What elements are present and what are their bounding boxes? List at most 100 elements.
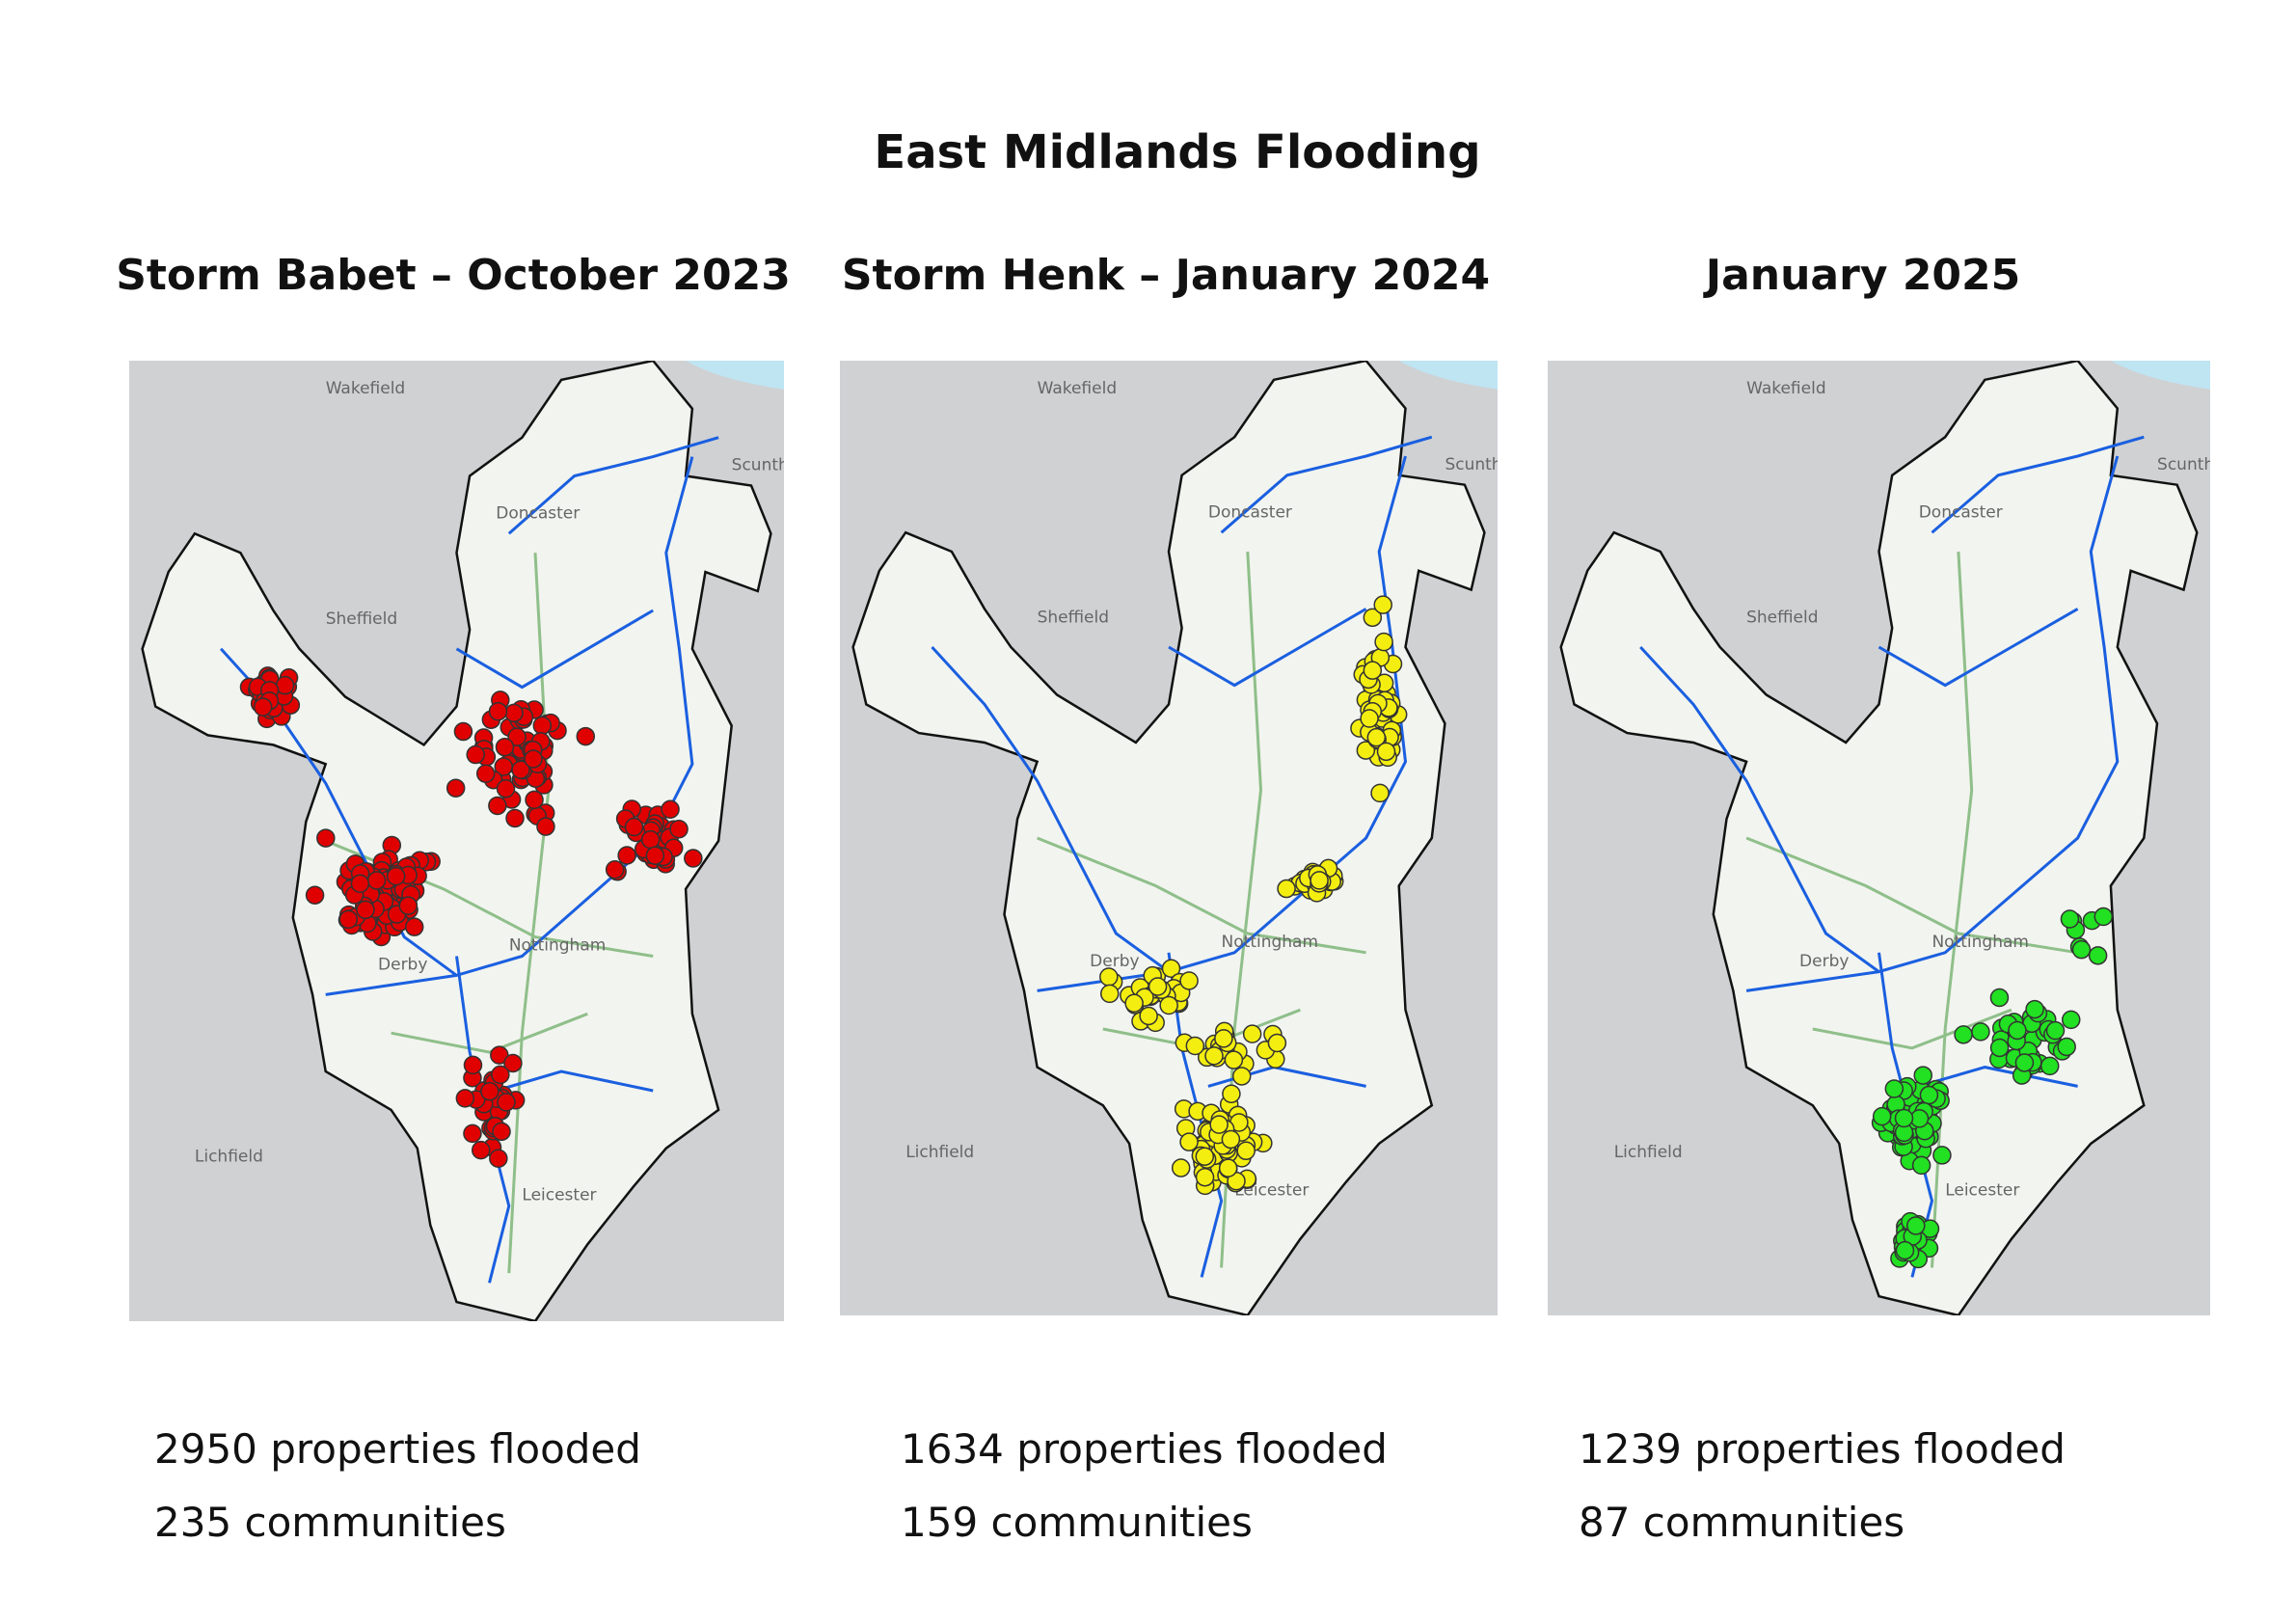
flood-location — [1185, 1036, 1205, 1056]
flood-location — [1363, 608, 1383, 628]
flood-location — [1099, 967, 1119, 987]
flood-location — [645, 846, 665, 865]
flood-location — [1906, 1216, 1926, 1235]
flood-location — [2088, 946, 2108, 965]
place-label: Scunthorpe — [2157, 455, 2210, 474]
flood-location — [511, 760, 530, 779]
properties-flooded: 1239 properties flooded — [1579, 1425, 2066, 1473]
flood-location — [524, 749, 543, 769]
flood-location — [624, 817, 644, 837]
flood-location — [453, 721, 473, 742]
river — [931, 455, 1408, 974]
place-label: Lichfield — [1614, 1143, 1683, 1162]
road — [391, 1012, 588, 1054]
flood-location — [305, 885, 325, 905]
properties-flooded: 1634 properties flooded — [901, 1425, 1388, 1473]
flood-location — [350, 874, 370, 894]
flood-location — [1374, 632, 1393, 652]
flood-location — [386, 866, 406, 886]
flood-location — [492, 1122, 511, 1142]
place-label: Wakefield — [326, 379, 406, 398]
flood-location — [505, 808, 525, 828]
properties-flooded: 2950 properties flooded — [154, 1425, 641, 1473]
flood-location — [1989, 988, 2010, 1008]
place-label: Wakefield — [1746, 379, 1826, 398]
flood-location — [536, 817, 555, 836]
river — [507, 436, 719, 535]
place-label: Lichfield — [195, 1148, 263, 1167]
river — [1745, 970, 1879, 992]
flood-location — [1179, 971, 1199, 990]
place-label: Sheffield — [326, 609, 397, 629]
river — [455, 609, 654, 690]
flood-location — [2057, 1037, 2076, 1057]
flood-location — [495, 737, 515, 757]
flood-location — [356, 900, 375, 920]
flood-location — [2060, 909, 2080, 929]
flood-location — [1895, 1240, 1915, 1260]
flood-location — [661, 799, 680, 820]
flood-location — [488, 701, 508, 721]
flood-location — [475, 764, 496, 783]
river — [1639, 455, 2120, 974]
flood-location — [2093, 907, 2114, 927]
flood-location — [1195, 1167, 1215, 1187]
flood-location — [338, 909, 359, 930]
flood-location — [463, 1055, 483, 1075]
place-label: Scunthorpe — [1445, 455, 1498, 474]
flood-location — [2071, 939, 2092, 960]
flood-location — [1989, 1038, 2010, 1058]
river — [1220, 435, 1433, 534]
place-label: Scunthorpe — [732, 456, 784, 475]
flood-location — [480, 1081, 500, 1101]
flood-location — [1971, 1022, 1990, 1042]
flood-location — [1099, 984, 1120, 1004]
place-label: Doncaster — [1208, 503, 1292, 523]
flood-location — [1171, 1158, 1191, 1177]
river — [1877, 608, 2079, 688]
flood-location — [489, 1149, 508, 1169]
flood-location — [1872, 1106, 1892, 1126]
place-label: Leicester — [522, 1186, 596, 1205]
flood-location — [1218, 1158, 1238, 1177]
place-label: Doncaster — [496, 503, 580, 523]
place-label: Nottingham — [1931, 933, 2029, 952]
flood-location — [463, 1123, 482, 1144]
flood-location — [2014, 1053, 2035, 1072]
place-label: Derby — [1799, 952, 1849, 971]
road — [1037, 836, 1366, 955]
flood-location — [1221, 1129, 1241, 1150]
flood-location — [503, 1053, 523, 1073]
flood-location — [466, 744, 485, 765]
road — [1745, 836, 2078, 955]
flood-map: Wakefield Doncaster Scunthorpe Sheffield Not… — [840, 361, 1498, 1315]
flood-location — [1224, 1050, 1244, 1069]
flood-location — [404, 917, 424, 936]
flood-location — [446, 778, 466, 798]
panel-heading: January 2025 — [1705, 251, 2021, 300]
flood-location — [1209, 1115, 1229, 1134]
flood-map: Wakefield Doncaster Scunthorpe Sheffield Not… — [129, 361, 784, 1321]
flood-location — [1242, 1024, 1262, 1043]
estuary — [1398, 361, 1498, 390]
flood-location — [1267, 1033, 1287, 1053]
river — [1168, 608, 1367, 688]
flood-location — [1932, 1146, 1952, 1165]
place-label: Lichfield — [905, 1143, 974, 1162]
flood-location — [366, 871, 387, 890]
flood-location — [496, 779, 516, 798]
river — [219, 456, 694, 978]
flood-location — [1236, 1141, 1256, 1161]
river — [325, 973, 457, 996]
flood-location — [1376, 742, 1396, 762]
flood-location — [488, 796, 507, 816]
flood-location — [617, 846, 636, 865]
flood-location — [2008, 1020, 2027, 1041]
river — [1918, 1066, 2078, 1088]
estuary — [2110, 361, 2210, 390]
flood-location — [2025, 999, 2044, 1019]
flood-location — [504, 703, 524, 723]
flood-location — [1139, 1006, 1158, 1026]
flood-location — [1356, 741, 1376, 760]
road — [507, 553, 551, 1274]
